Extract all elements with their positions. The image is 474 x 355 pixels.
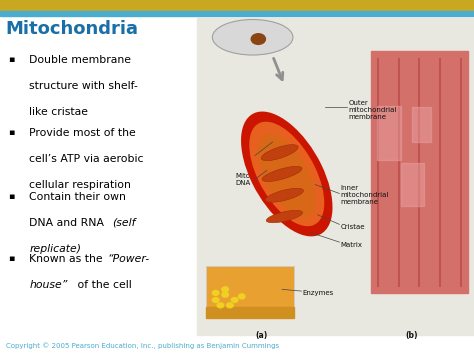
Ellipse shape — [261, 144, 298, 161]
Text: Enzymes: Enzymes — [302, 290, 334, 296]
Text: ▪: ▪ — [9, 55, 15, 64]
Circle shape — [222, 292, 228, 297]
Text: Copyright © 2005 Pearson Education, Inc., publishing as Benjamin Cummings: Copyright © 2005 Pearson Education, Inc.… — [6, 342, 279, 349]
Circle shape — [212, 290, 219, 295]
Text: ▪: ▪ — [9, 192, 15, 201]
Circle shape — [231, 297, 238, 302]
Text: house”: house” — [29, 280, 68, 290]
Bar — [206, 266, 294, 318]
Bar — [401, 163, 424, 206]
Text: (a): (a) — [255, 331, 267, 340]
Ellipse shape — [212, 20, 293, 55]
Text: Matrix: Matrix — [340, 242, 362, 248]
Text: Inner
mitochondrial
membrane: Inner mitochondrial membrane — [340, 185, 389, 205]
Circle shape — [212, 297, 219, 302]
Circle shape — [222, 287, 228, 292]
Ellipse shape — [257, 133, 316, 218]
Text: Mitochondrial
DNA: Mitochondrial DNA — [236, 173, 283, 186]
Text: ▪: ▪ — [9, 254, 15, 263]
Bar — [197, 18, 474, 335]
Text: Double membrane: Double membrane — [29, 55, 131, 65]
Ellipse shape — [265, 188, 303, 202]
Text: Outer
mitochondrial
membrane: Outer mitochondrial membrane — [348, 100, 397, 120]
Text: cell’s ATP via aerobic: cell’s ATP via aerobic — [29, 154, 144, 164]
Text: (self: (self — [112, 218, 136, 228]
Circle shape — [217, 303, 224, 308]
Text: replicate): replicate) — [29, 244, 82, 253]
Circle shape — [227, 303, 233, 308]
Text: like cristae: like cristae — [29, 107, 88, 117]
Bar — [0, 11, 474, 16]
Bar — [371, 51, 468, 293]
Text: structure with shelf-: structure with shelf- — [29, 81, 138, 91]
Ellipse shape — [266, 211, 302, 223]
Bar — [412, 106, 431, 142]
Ellipse shape — [249, 122, 324, 226]
Text: Mitochondria: Mitochondria — [6, 20, 139, 38]
Text: Cristae: Cristae — [340, 224, 365, 230]
Circle shape — [238, 294, 245, 299]
Circle shape — [251, 34, 265, 44]
Ellipse shape — [241, 111, 332, 236]
Text: Contain their own: Contain their own — [29, 192, 126, 202]
Text: “Power-: “Power- — [108, 254, 150, 264]
Bar — [206, 307, 294, 318]
Text: (b): (b) — [405, 331, 418, 340]
Text: of the cell: of the cell — [74, 280, 132, 290]
Text: Provide most of the: Provide most of the — [29, 128, 136, 138]
Text: ▪: ▪ — [9, 128, 15, 137]
Bar — [377, 106, 401, 160]
Text: Known as the: Known as the — [29, 254, 107, 264]
Text: DNA and RNA: DNA and RNA — [29, 218, 108, 228]
Text: Ribosome: Ribosome — [255, 155, 289, 161]
Ellipse shape — [262, 166, 302, 181]
Text: cellular respiration: cellular respiration — [29, 180, 131, 190]
Bar — [0, 0, 474, 12]
